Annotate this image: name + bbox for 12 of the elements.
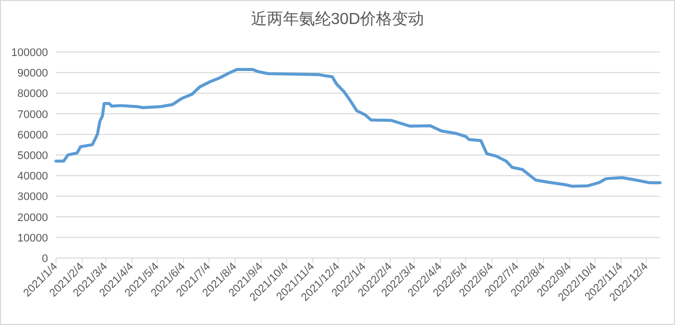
y-tick-label: 70000	[17, 108, 48, 121]
y-tick-label: 50000	[17, 150, 48, 162]
y-tick-label: 0	[42, 253, 48, 265]
chart-title: 近两年氨纶30D价格变动	[250, 10, 424, 28]
y-tick-label: 100000	[11, 47, 48, 59]
y-tick-label: 80000	[17, 88, 48, 100]
y-tick-label: 10000	[17, 232, 48, 244]
y-tick-label: 20000	[17, 212, 48, 224]
y-tick-label: 40000	[17, 170, 48, 183]
y-tick-label: 60000	[17, 129, 48, 142]
y-tick-label: 90000	[17, 68, 48, 80]
y-tick-label: 30000	[17, 191, 48, 204]
